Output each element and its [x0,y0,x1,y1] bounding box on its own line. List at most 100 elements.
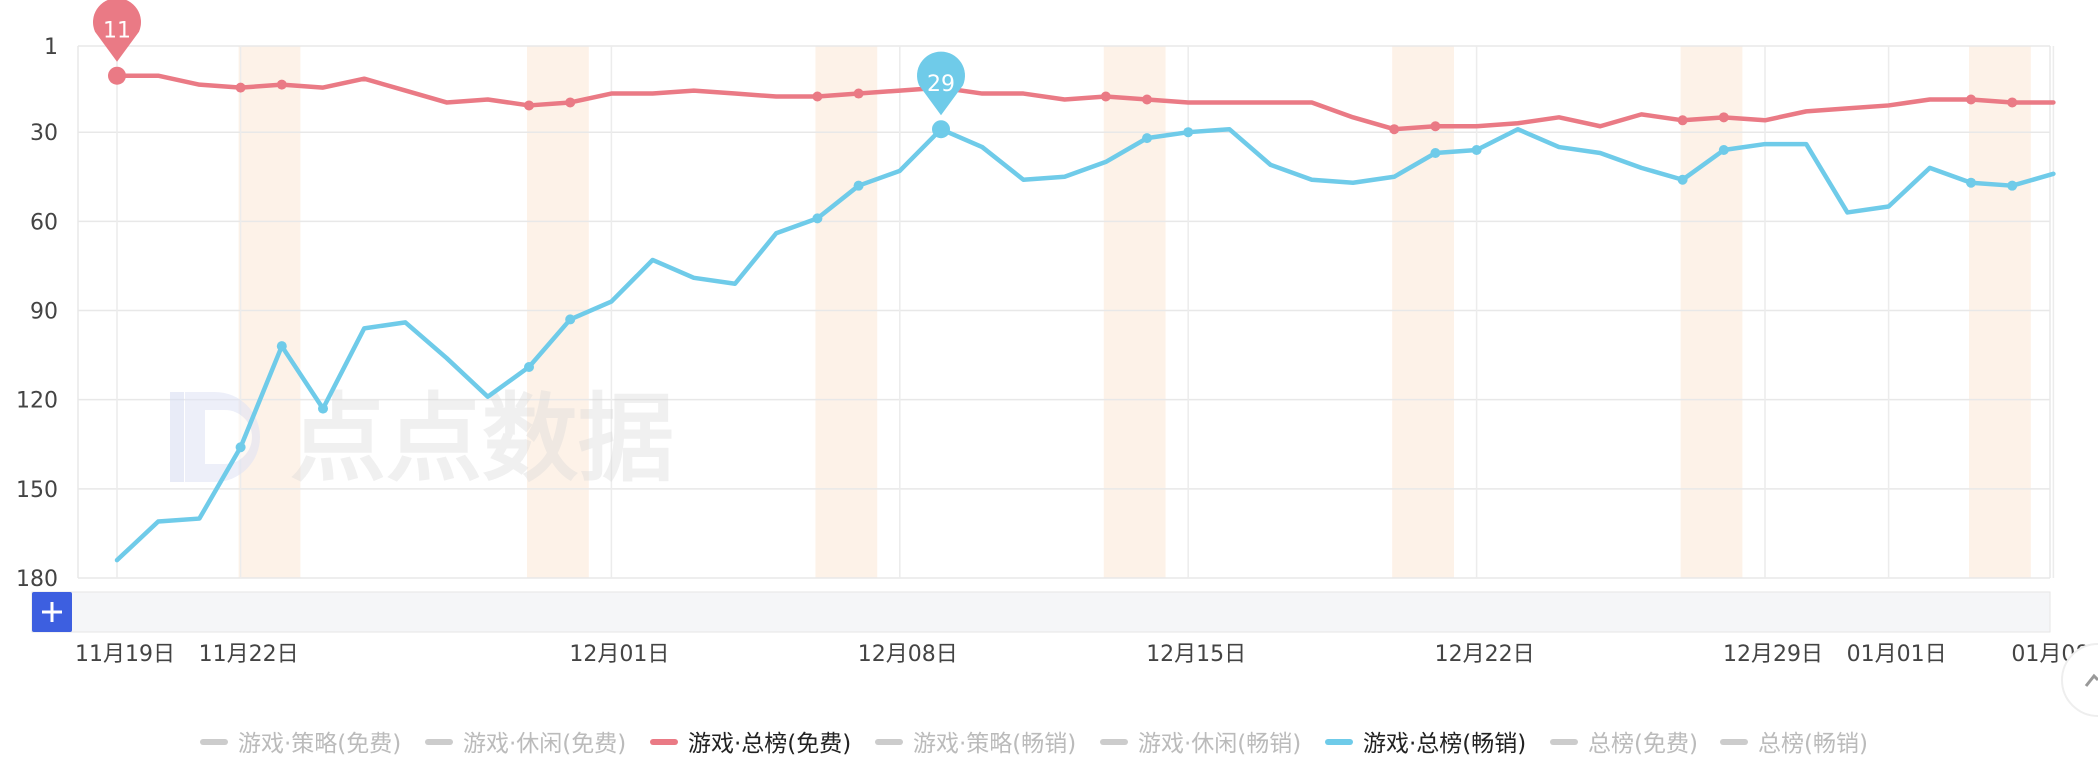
series-0-point-39[interactable] [1718,112,1729,123]
legend-item-2[interactable]: 游戏·总榜(免费) [650,731,851,757]
series-1-point-26[interactable] [1183,127,1194,138]
series-line-0 [114,73,2056,132]
x-axis: 11月19日 11月22日 12月01日 12月08日 12月15日 12月22日 12月2… [75,642,2098,667]
legend-label-2: 游戏·总榜(免费) [688,731,851,757]
weekend-band-2 [815,46,878,578]
pin-bubble-1 [916,51,966,116]
series-0-point-17[interactable] [812,91,823,102]
weekend-band-5 [1680,46,1743,578]
pin-label-0: 11 [103,19,131,44]
y-tick-5: 150 [16,478,58,503]
legend-swatch-6 [1550,739,1578,745]
legend-label-5: 游戏·总榜(畅销) [1363,731,1526,757]
series-1-point-3[interactable] [235,442,246,453]
series-0-point-24[interactable] [1100,91,1111,102]
series-0-point-45[interactable] [1966,94,1976,105]
series-1-point-32[interactable] [1430,147,1441,158]
x-tick-4: 12月15日 [1146,642,1246,667]
value-pins: 11 29 [93,0,966,139]
scroll-top-button[interactable] [2061,643,2098,717]
series-0-point-32[interactable] [1430,121,1441,132]
legend[interactable]: 游戏·策略(免费) 游戏·休闲(免费) 游戏·总榜(免费) 游戏·策略(畅销) 游戏·休… [200,731,1868,757]
weekend-band-6 [1969,46,2031,578]
series-0-point-46[interactable] [2007,97,2018,108]
series-0-point-38[interactable] [1677,115,1688,126]
x-tick-1: 11月22日 [199,642,299,667]
legend-swatch-0 [200,739,228,745]
watermark-logo-bar [170,392,184,482]
series-0-point-4[interactable] [276,79,287,90]
legend-swatch-4 [1100,739,1128,745]
y-tick-6: 180 [16,567,58,592]
legend-item-3[interactable]: 游戏·策略(畅销) [875,731,1076,757]
legend-label-1: 游戏·休闲(免费) [463,731,626,757]
y-tick-0: 1 [44,35,58,60]
series-line-1 [114,126,2056,563]
legend-item-7[interactable]: 总榜(畅销) [1720,731,1868,757]
legend-label-3: 游戏·策略(畅销) [913,731,1076,757]
legend-label-4: 游戏·休闲(畅销) [1138,731,1301,757]
legend-item-5[interactable]: 游戏·总榜(畅销) [1325,731,1526,757]
slider-plus-icon[interactable] [42,602,62,622]
corner-widget[interactable] [2061,643,2098,717]
legend-item-4[interactable]: 游戏·休闲(畅销) [1100,731,1301,757]
series-1 [114,126,2056,563]
watermark: 点点数据 [170,383,674,495]
series-0-point-25[interactable] [1142,94,1152,105]
pin-point-1[interactable] [932,120,950,139]
legend-swatch-7 [1720,739,1748,745]
x-tick-3: 12月08日 [858,642,958,667]
series-lines [114,73,2056,563]
series-0-point-10[interactable] [524,100,534,111]
legend-swatch-2 [650,739,678,745]
series-1-point-38[interactable] [1677,174,1688,185]
legend-swatch-1 [425,739,453,745]
grid-lines [77,45,2055,579]
series-0-point-31[interactable] [1389,124,1400,135]
legend-item-1[interactable]: 游戏·休闲(免费) [425,731,626,757]
y-tick-2: 60 [30,210,58,235]
series-0 [114,73,2056,135]
series-1-point-25[interactable] [1142,133,1152,144]
series-0-point-18[interactable] [853,88,864,99]
x-tick-5: 12月22日 [1435,642,1535,667]
x-tick-2: 12月01日 [569,642,669,667]
legend-item-0[interactable]: 游戏·策略(免费) [200,731,401,757]
series-1-point-4[interactable] [276,341,287,352]
series-1-point-17[interactable] [812,213,823,224]
watermark-text: 点点数据 [290,383,674,495]
pin-label-1: 29 [927,72,955,97]
y-tick-1: 30 [30,121,58,146]
pin-0: 11 [93,0,141,85]
series-1-point-45[interactable] [1966,177,1976,188]
x-tick-7: 01月01日 [1847,642,1947,667]
chevron-up-icon[interactable] [2084,673,2098,687]
range-slider[interactable] [31,591,2051,633]
series-1-point-18[interactable] [853,180,864,191]
series-1-point-46[interactable] [2007,180,2018,191]
series-0-point-3[interactable] [235,82,246,93]
legend-swatch-5 [1325,739,1353,745]
x-tick-0: 11月19日 [75,642,175,667]
pin-bubble-0 [93,0,141,62]
legend-label-7: 总榜(畅销) [1758,731,1868,757]
series-1-point-10[interactable] [524,361,534,372]
series-1-point-33[interactable] [1471,145,1482,156]
x-tick-6: 12月29日 [1723,642,1823,667]
legend-item-6[interactable]: 总榜(免费) [1550,731,1698,757]
pin-1: 29 [916,51,966,139]
series-1-point-11[interactable] [565,314,576,325]
y-axis: 1 30 60 90 120 150 180 [16,35,58,592]
legend-label-0: 游戏·策略(免费) [238,731,401,757]
weekend-band-1 [527,46,589,578]
series-1-point-5[interactable] [318,403,328,414]
series-1-point-39[interactable] [1718,145,1729,156]
y-tick-4: 120 [16,389,58,414]
pin-point-0[interactable] [108,66,126,85]
slider-track [31,591,2051,633]
series-0-point-11[interactable] [565,97,576,108]
watermark-logo: 点点数据 [170,383,674,495]
weekend-bands [238,46,2031,578]
